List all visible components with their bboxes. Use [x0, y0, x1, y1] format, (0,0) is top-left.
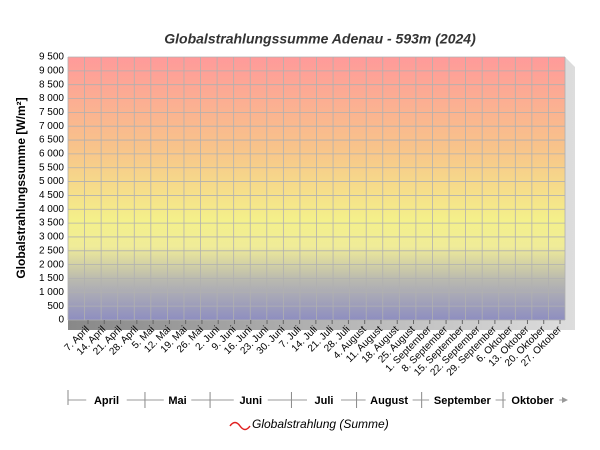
month-label: April — [94, 395, 119, 407]
y-tick-label: 5 000 — [39, 176, 64, 187]
month-label: August — [370, 395, 408, 407]
y-tick-label: 7 000 — [39, 121, 64, 132]
legend-swatch — [229, 421, 251, 431]
legend-label: Globalstrahlung (Summe) — [252, 417, 389, 431]
y-axis-label: Globalstrahlungssumme [W/m²] — [14, 97, 28, 278]
month-label: September — [434, 395, 492, 407]
y-tick-label: 5 500 — [39, 162, 64, 173]
y-tick-label: 8 500 — [39, 79, 64, 90]
month-label: Oktober — [511, 395, 554, 407]
y-tick-label: 2 500 — [39, 245, 64, 256]
y-tick-label: 0 — [58, 315, 64, 326]
y-tick-label: 4 500 — [39, 190, 64, 201]
y-tick-label: 7 500 — [39, 107, 64, 118]
y-tick-label: 3 000 — [39, 232, 64, 243]
month-label: Juni — [239, 395, 262, 407]
y-tick-label: 500 — [47, 301, 64, 312]
y-tick-label: 4 000 — [39, 204, 64, 215]
month-label: Mai — [168, 395, 186, 407]
y-tick-label: 3 500 — [39, 218, 64, 229]
y-tick-label: 2 000 — [39, 259, 64, 270]
y-tick-label: 6 500 — [39, 135, 64, 146]
month-axis-arrow — [562, 397, 568, 403]
y-tick-label: 9 500 — [39, 52, 64, 63]
y-tick-label: 9 000 — [39, 65, 64, 76]
month-label: Juli — [315, 395, 334, 407]
y-tick-label: 8 000 — [39, 93, 64, 104]
y-tick-label: 1 500 — [39, 273, 64, 284]
y-tick-label: 1 000 — [39, 287, 64, 298]
chart-title: Globalstrahlungssumme Adenau - 593m (202… — [164, 31, 476, 47]
y-tick-label: 6 000 — [39, 149, 64, 160]
